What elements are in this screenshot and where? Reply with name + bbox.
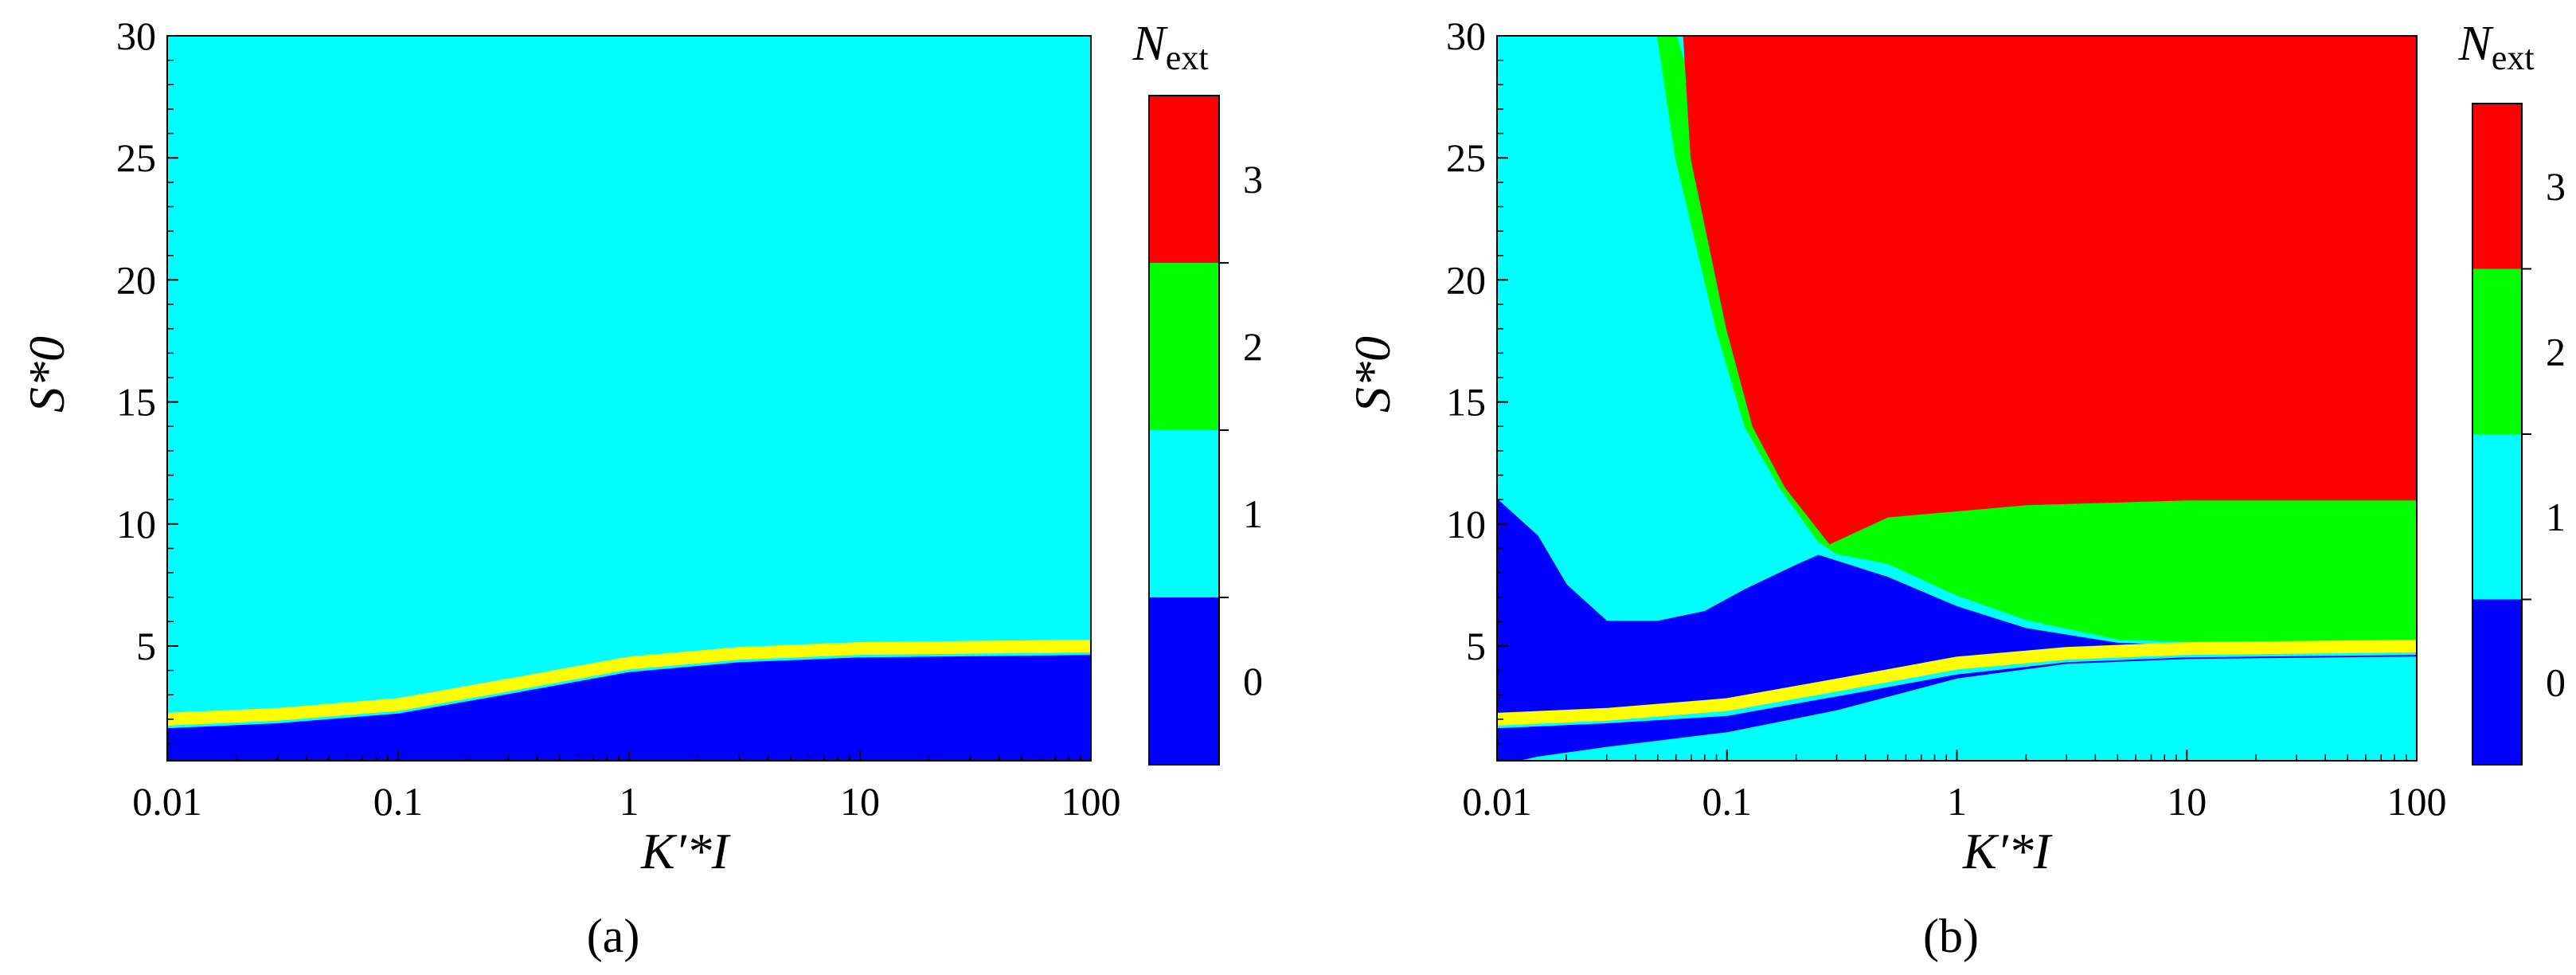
colorbar-b: 0 1 2 3 Next: [2457, 17, 2566, 766]
x-tick-label: 1: [620, 779, 639, 824]
panel-label-a: (a): [587, 910, 640, 962]
y-tick-label: 25: [116, 135, 156, 180]
y-tick-label: 15: [116, 380, 156, 425]
y-tick-label: 10: [116, 502, 156, 546]
colorbar-a: 0 1 2 3 Next: [1132, 17, 1263, 766]
colorbar-tick-label: 0: [1243, 659, 1263, 703]
y-tick-label: 5: [1466, 624, 1486, 668]
x-tick-label: 10: [2167, 779, 2207, 824]
x-axis-title-b: K′*I: [1962, 823, 2053, 879]
x-tick-label: 10: [840, 779, 880, 824]
x-tick-label: 1: [1947, 779, 1967, 824]
panel-label-b: (b): [1923, 910, 1979, 962]
y-tick-label: 30: [1446, 14, 1486, 58]
colorbar-segment-0: [1149, 597, 1219, 765]
colorbar-segment-3: [1149, 96, 1219, 263]
colorbar-segment-1: [1149, 430, 1219, 597]
y-tick-label: 30: [116, 14, 156, 58]
region-level-0: [167, 655, 1091, 761]
x-axis-title-a: K′*I: [640, 823, 731, 879]
x-tick-label: 0.1: [1702, 779, 1753, 824]
y-axis-title-a: S*0: [18, 336, 75, 413]
region-level-0: [1497, 655, 2417, 761]
y-tick-label: 5: [136, 624, 156, 668]
boundary-curve: [167, 640, 1091, 726]
y-tick-label: 20: [116, 257, 156, 302]
x-tick-label: 0.01: [132, 779, 202, 824]
x-tick-label: 0.1: [373, 779, 424, 824]
colorbar-tick-label: 1: [1243, 491, 1263, 536]
colorbar-tick-label: 2: [2546, 329, 2566, 374]
colorbar-frame: [1148, 95, 1220, 766]
colorbar-segment-2: [2472, 268, 2522, 434]
plot-area-b: 0.01 0.1 1 10 100 5 10 15 20 25 30: [1446, 14, 2447, 824]
y-tick-label: 10: [1446, 502, 1486, 546]
y-tick-label: 15: [1446, 380, 1486, 425]
colorbar-tick-label: 3: [2546, 164, 2566, 209]
colorbar-title: Next: [1132, 17, 1208, 77]
y-axis-title-b: S*0: [1344, 336, 1401, 413]
y-tick-label: 20: [1446, 257, 1486, 302]
colorbar-segment-3: [2472, 104, 2522, 269]
x-tick-label: 100: [2387, 779, 2447, 824]
panel-a: 0.01 0.1 1 10 100 5 10 15 20 25 30 S*0 K′*I (a) 0 1…: [18, 14, 1263, 962]
colorbar-tick-label: 1: [2546, 495, 2566, 539]
x-tick-label: 100: [1061, 779, 1121, 824]
panel-b: 0.01 0.1 1 10 100 5 10 15 20 25 30 S*0 K′*I (b) 0 1…: [1344, 14, 2566, 962]
colorbar-segment-1: [2472, 434, 2522, 600]
colorbar-tick-label: 2: [1243, 324, 1263, 369]
plot-area-a: 0.01 0.1 1 10 100 5 10 15 20 25 30: [116, 14, 1121, 824]
region-level-3: [1667, 36, 2417, 545]
region-level-1-background: [167, 36, 1091, 761]
colorbar-segment-2: [1149, 263, 1219, 430]
colorbar-title: Next: [2457, 17, 2534, 77]
colorbar-frame: [2472, 103, 2523, 766]
x-tick-label: 0.01: [1462, 779, 1532, 824]
colorbar-segment-0: [2472, 599, 2522, 765]
y-tick-label: 25: [1446, 135, 1486, 180]
colorbar-tick-label: 3: [1243, 157, 1263, 202]
boundary-curve: [1497, 640, 2417, 726]
colorbar-tick-label: 0: [2546, 660, 2566, 704]
